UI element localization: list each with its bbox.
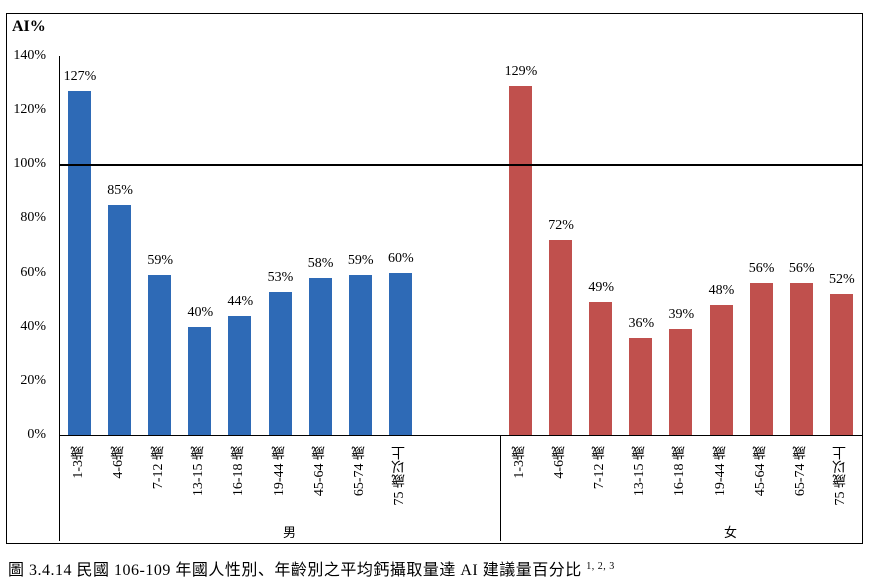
reference-line-100 xyxy=(59,164,863,166)
y-axis-line xyxy=(59,56,60,541)
bar xyxy=(388,272,412,435)
data-label: 56% xyxy=(748,261,775,277)
y-axis-title: AI% xyxy=(12,18,46,35)
category-label: 1-3歲 xyxy=(71,446,86,479)
bar xyxy=(268,291,292,435)
data-label: 85% xyxy=(107,182,133,198)
category-label: 16-18 歲 xyxy=(231,446,247,497)
group-label: 女 xyxy=(724,525,738,540)
bar xyxy=(789,283,813,435)
category-label: 4-6歲 xyxy=(111,446,127,479)
bar xyxy=(108,204,132,435)
category-label: 13-15 歲 xyxy=(632,446,648,497)
caption-text: 圖 3.4.14 民國 106-109 年國人性別、年齡別之平均鈣攝取量達 AI… xyxy=(8,562,582,579)
data-label: 36% xyxy=(628,315,655,331)
data-label: 44% xyxy=(227,293,254,309)
bar xyxy=(188,326,212,435)
group-label: 男 xyxy=(283,525,297,540)
bar xyxy=(549,240,573,435)
y-tick-label: 140% xyxy=(13,48,46,63)
data-label: 49% xyxy=(588,280,615,296)
bar xyxy=(68,91,91,435)
category-label: 19-44 歲 xyxy=(712,446,728,497)
category-label: 65-74 歲 xyxy=(792,446,808,497)
bar xyxy=(228,315,252,435)
data-label: 129% xyxy=(504,63,538,79)
data-label: 56% xyxy=(788,261,815,277)
category-label: 75 歲以上 xyxy=(391,446,407,506)
category-label: 75 歲以上 xyxy=(832,446,848,506)
bar xyxy=(348,275,372,435)
data-label: 48% xyxy=(708,283,735,299)
data-label: 59% xyxy=(347,253,374,269)
bar xyxy=(308,277,332,435)
caption-footnote-refs: 1, 2, 3 xyxy=(586,561,615,572)
category-label: 16-18 歲 xyxy=(672,446,688,497)
category-label: 45-64 歲 xyxy=(752,446,768,497)
data-label: 127% xyxy=(63,69,97,85)
y-tick-label: 120% xyxy=(13,102,46,118)
data-label: 72% xyxy=(548,218,574,234)
group-divider xyxy=(500,435,501,541)
figure-caption: 圖 3.4.14 民國 106-109 年國人性別、年齡別之平均鈣攝取量達 AI… xyxy=(8,556,615,580)
x-axis-line xyxy=(59,435,863,436)
category-label: 45-64 歲 xyxy=(311,446,327,497)
data-label: 60% xyxy=(387,250,414,266)
data-label: 40% xyxy=(187,304,214,320)
y-tick-label: 40% xyxy=(20,318,46,334)
category-label: 65-74 歲 xyxy=(351,446,367,497)
data-label: 52% xyxy=(828,272,855,288)
category-label: 4-6歲 xyxy=(552,446,568,479)
bar xyxy=(509,85,532,435)
bar xyxy=(749,283,773,435)
y-tick-label: 60% xyxy=(20,264,46,280)
category-label: 1-3歲 xyxy=(512,446,527,479)
bar xyxy=(589,302,613,435)
data-label: 53% xyxy=(267,269,294,285)
bar xyxy=(629,337,653,435)
y-tick-label: 0% xyxy=(27,427,46,442)
data-label: 58% xyxy=(307,255,334,271)
category-label: 7-12 歲 xyxy=(151,446,167,490)
bar xyxy=(709,305,733,435)
bar xyxy=(829,294,853,435)
category-label: 7-12 歲 xyxy=(592,446,608,490)
chart-frame xyxy=(6,13,863,544)
bar xyxy=(148,275,172,435)
y-tick-label: 100% xyxy=(13,156,46,172)
y-tick-label: 80% xyxy=(20,210,46,226)
category-label: 19-44 歲 xyxy=(271,446,287,497)
category-label: 13-15 歲 xyxy=(191,446,207,497)
bar xyxy=(669,329,693,435)
y-tick-label: 20% xyxy=(20,372,46,388)
data-label: 39% xyxy=(668,307,695,323)
data-label: 59% xyxy=(147,253,174,269)
